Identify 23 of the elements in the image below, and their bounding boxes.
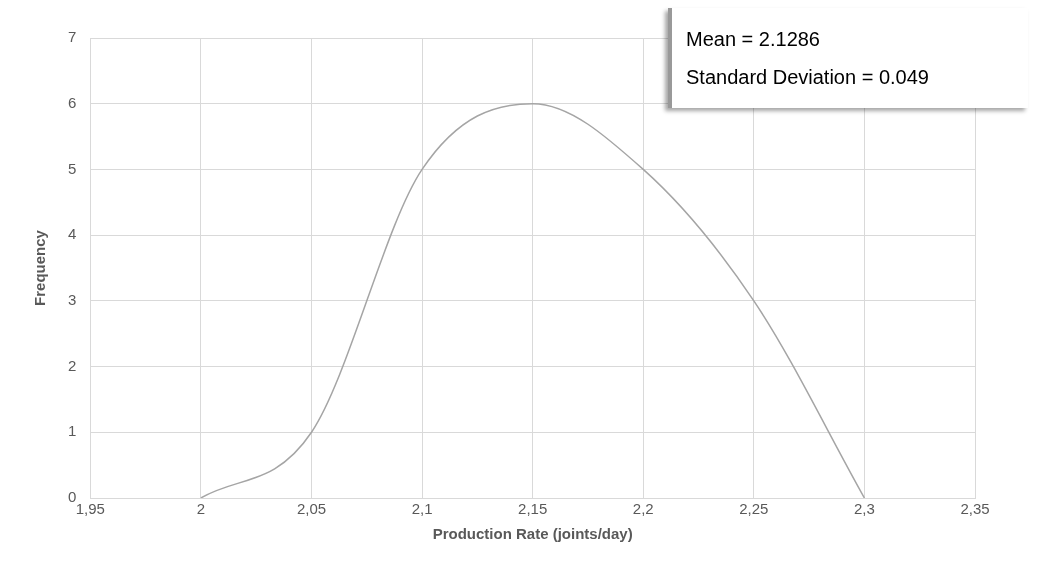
x-tick-label: 2,2 <box>632 500 654 518</box>
y-tick-label: 2 <box>68 356 77 374</box>
annotation: Mean = 2.1286 <box>686 27 821 52</box>
x-tick-label: 1,95 <box>75 500 105 518</box>
x-tick-label: 2 <box>196 500 206 518</box>
y-tick-label: 0 <box>68 488 77 506</box>
y-tick-label: 4 <box>68 225 77 243</box>
x-tick-label: 2,25 <box>739 500 769 518</box>
x-tick-label: 2,15 <box>518 500 548 518</box>
y-tick-label: 6 <box>68 93 77 111</box>
y-tick-label: 3 <box>68 291 77 308</box>
annotation: Standard Deviation = 0.049 <box>686 65 930 90</box>
y-tick-label: 5 <box>68 159 77 177</box>
y-tick-label: 7 <box>68 28 77 46</box>
y-axis-title: Frequency <box>31 229 49 306</box>
y-tick-label: 1 <box>68 422 77 440</box>
x-axis-title: Production Rate (joints/day) <box>432 525 633 543</box>
text-box: Mean = 2.1286 Standard Deviation = 0.049 <box>668 8 1028 108</box>
x-tick-label: 2,05 <box>296 500 327 518</box>
x-tick-label: 2,1 <box>411 500 433 518</box>
x-tick-label: 2,35 <box>960 500 990 518</box>
line-series <box>200 102 866 498</box>
x-tick-label: 2,3 <box>853 500 875 518</box>
